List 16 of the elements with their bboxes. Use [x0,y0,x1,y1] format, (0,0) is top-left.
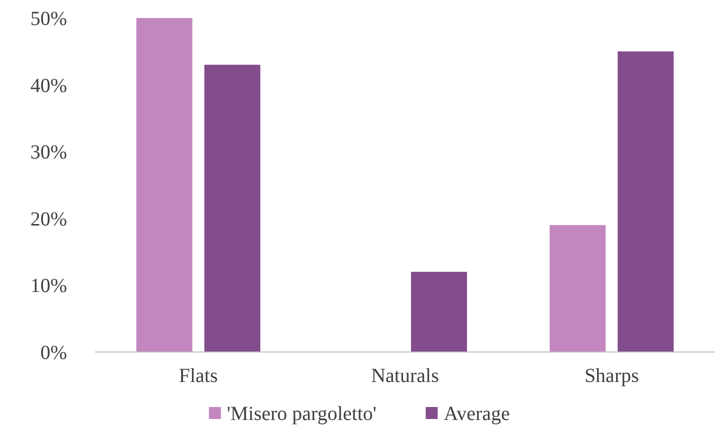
bar [136,18,192,352]
x-tick-label: Naturals [371,365,440,387]
bar [618,51,674,352]
y-tick-label: 50% [30,8,67,30]
y-tick-label: 40% [30,74,67,97]
y-tick-label: 20% [30,208,67,230]
x-tick-label: Flats [178,365,218,387]
bar [550,225,606,352]
x-tick-label: Sharps [584,365,640,387]
legend-label: 'Misero pargoletto' [226,403,376,425]
bar [204,64,260,352]
y-tick-label: 10% [30,275,67,298]
legend-label: Average [444,403,510,425]
y-tick-label: 0% [40,342,67,364]
y-tick-label: 30% [30,142,67,164]
bar [411,272,467,352]
